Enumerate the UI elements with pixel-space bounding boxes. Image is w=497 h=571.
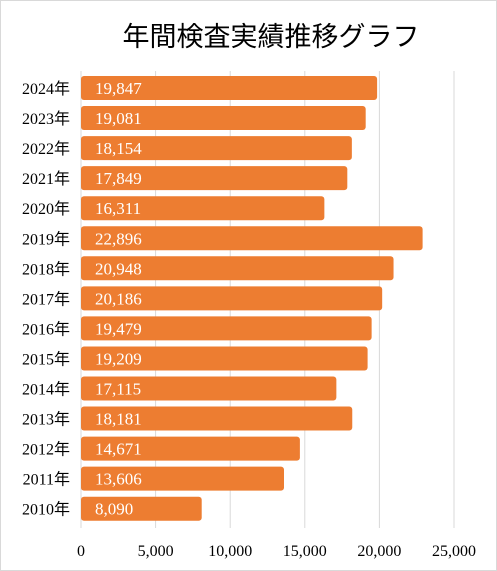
bar-13: [81, 466, 285, 491]
x-tick-label-1: 5,000: [138, 543, 174, 560]
value-label-4: 16,311: [95, 199, 141, 218]
bar-5: [81, 226, 423, 251]
bar-9: [81, 346, 368, 371]
category-labels: 2024年 2023年 2022年 2021年 2020年 2019年 2018年 2017年…: [22, 80, 70, 519]
x-tick-label-2: 10,000: [208, 543, 252, 560]
category-label-3: 2021年: [22, 170, 70, 188]
value-label-1: 19,081: [95, 109, 142, 128]
bar-7: [81, 286, 383, 311]
value-label-10: 17,115: [95, 380, 141, 399]
value-label-6: 20,948: [95, 259, 142, 278]
category-label-14: 2010年: [22, 501, 70, 519]
bar-1: [81, 106, 366, 131]
value-labels: 19,847 19,081 18,154 17,849 16,311 22,896 20,9…: [95, 79, 142, 519]
bar-4: [81, 196, 325, 221]
x-tick-label-4: 20,000: [357, 543, 401, 560]
bar-3: [81, 166, 348, 191]
bars: [81, 76, 423, 521]
value-label-2: 18,154: [95, 139, 142, 158]
category-label-6: 2018年: [22, 260, 70, 278]
value-label-9: 19,209: [95, 349, 142, 368]
x-tick-label-5: 25,000: [432, 543, 476, 560]
category-label-0: 2024年: [22, 80, 70, 98]
bar-11: [81, 406, 353, 431]
category-label-4: 2020年: [22, 200, 70, 218]
bar-2: [81, 136, 352, 161]
value-label-13: 13,606: [95, 470, 142, 489]
category-label-1: 2023年: [22, 110, 70, 128]
category-label-11: 2013年: [22, 411, 70, 429]
bar-12: [81, 436, 300, 461]
value-label-3: 17,849: [95, 169, 142, 188]
x-tick-label-3: 15,000: [283, 543, 327, 560]
category-label-12: 2012年: [22, 441, 70, 459]
value-label-5: 22,896: [95, 229, 142, 248]
category-label-2: 2022年: [22, 140, 70, 158]
bar-6: [81, 256, 394, 281]
bar-8: [81, 316, 372, 341]
chart-title: 年間検査実績推移グラフ: [123, 22, 420, 53]
bar-10: [81, 376, 337, 401]
category-label-13: 2011年: [23, 471, 70, 489]
category-label-8: 2016年: [22, 320, 70, 338]
category-label-7: 2017年: [22, 290, 70, 308]
x-tick-labels: 0 5,000 10,000 15,000 20,000 25,000: [77, 543, 476, 560]
value-label-14: 8,090: [95, 500, 133, 519]
value-label-7: 20,186: [95, 289, 142, 308]
value-label-0: 19,847: [95, 79, 142, 98]
category-label-9: 2015年: [22, 350, 70, 368]
value-label-11: 18,181: [95, 410, 142, 429]
category-label-5: 2019年: [22, 230, 70, 248]
x-tick-label-0: 0: [77, 543, 85, 560]
value-label-12: 14,671: [95, 440, 142, 459]
bar-14: [81, 496, 202, 521]
category-label-10: 2014年: [22, 381, 70, 399]
bar-0: [81, 76, 378, 100]
value-label-8: 19,479: [95, 319, 142, 338]
